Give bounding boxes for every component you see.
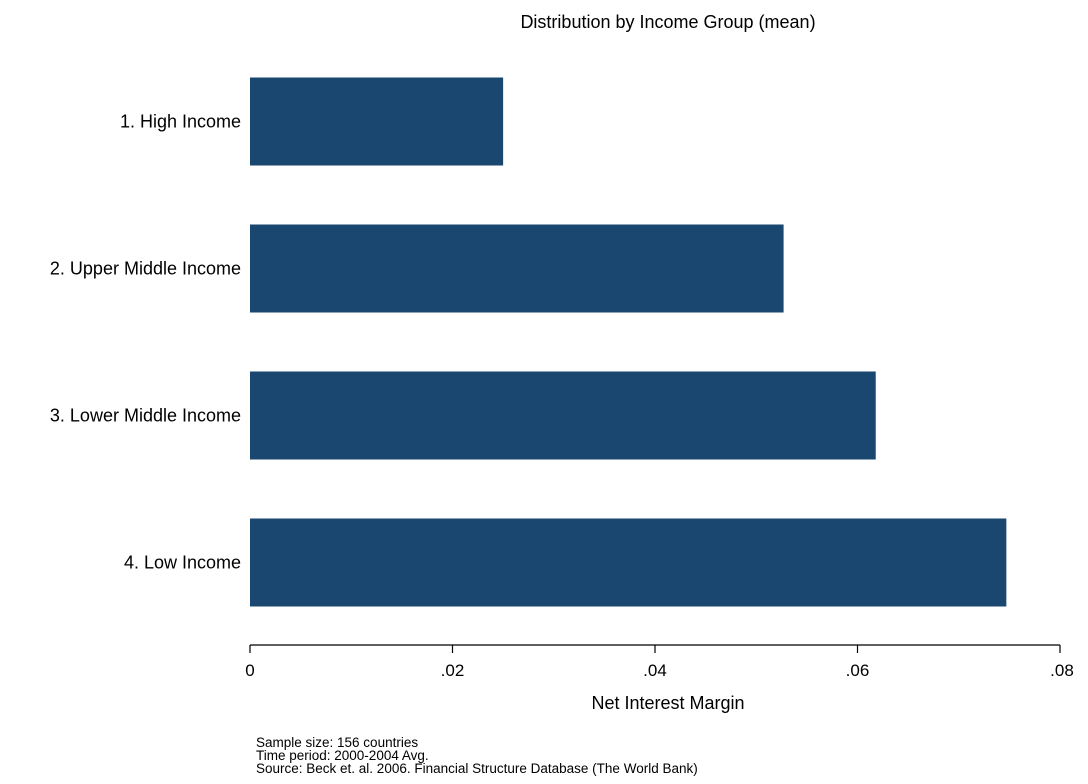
bar-2 bbox=[250, 224, 784, 313]
category-labels: 1. High Income 2. Upper Middle Income 3. L… bbox=[50, 112, 241, 573]
note-sample-size: Sample size: 156 countries bbox=[256, 735, 418, 750]
x-axis-title: Net Interest Margin bbox=[591, 693, 744, 713]
bar-1 bbox=[250, 77, 504, 166]
x-tick-label-1: .02 bbox=[441, 661, 465, 680]
x-axis-ticks: 0 .02 .04 .06 .08 bbox=[245, 645, 1074, 680]
bar-4 bbox=[250, 518, 1007, 607]
x-tick-label-4: .08 bbox=[1050, 661, 1074, 680]
x-tick-label-2: .04 bbox=[643, 661, 667, 680]
note-source: Source: Beck et. al. 2006. Financial Str… bbox=[256, 761, 698, 776]
bar-3 bbox=[250, 371, 876, 460]
category-label-1: 1. High Income bbox=[120, 112, 241, 132]
chart-title: Distribution by Income Group (mean) bbox=[520, 12, 815, 32]
x-tick-label-0: 0 bbox=[245, 661, 254, 680]
x-tick-label-3: .06 bbox=[846, 661, 870, 680]
note-time-period: Time period: 2000-2004 Avg. bbox=[256, 748, 429, 763]
category-label-4: 4. Low Income bbox=[124, 553, 241, 573]
category-label-2: 2. Upper Middle Income bbox=[50, 259, 241, 279]
bars bbox=[250, 77, 1007, 607]
category-label-3: 3. Lower Middle Income bbox=[50, 406, 241, 426]
